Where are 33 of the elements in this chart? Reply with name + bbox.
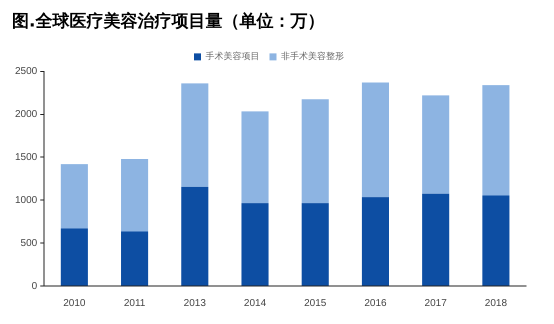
bar [482, 195, 510, 286]
bar [60, 164, 88, 228]
legend-label: 非手术美容整形 [281, 51, 344, 62]
x-tick-label: 2015 [304, 298, 327, 309]
y-tick-label: 1500 [14, 152, 38, 163]
bar [362, 197, 389, 286]
bar [241, 111, 269, 204]
x-tick-label: 2011 [124, 298, 146, 309]
y-tick-label: 2500 [14, 66, 38, 78]
bar [362, 82, 389, 198]
bar [181, 83, 208, 187]
x-tick-label: 2018 [484, 298, 508, 309]
bar [121, 231, 148, 286]
bar [302, 203, 329, 286]
bar [121, 158, 148, 232]
y-tick-label: 1000 [14, 194, 38, 206]
x-tick-label: 2017 [424, 298, 448, 309]
y-tick-label: 0 [32, 280, 38, 292]
legend-label: 手术美容项目 [206, 51, 260, 62]
bar [422, 95, 450, 194]
y-tick-label: 2000 [14, 109, 38, 120]
chart-title: 图.全球医疗美容治疗项目量（单位：万） [12, 12, 324, 32]
bar [181, 186, 208, 286]
x-tick-label: 2016 [364, 298, 388, 309]
x-tick-label: 2010 [63, 298, 86, 309]
bar [482, 85, 510, 196]
x-tick-label: 2013 [184, 298, 206, 309]
bar [241, 203, 269, 286]
bar [60, 228, 88, 286]
bar [422, 194, 450, 286]
bar [302, 99, 329, 204]
x-tick-label: 2014 [244, 298, 267, 309]
y-tick-label: 500 [20, 238, 38, 249]
